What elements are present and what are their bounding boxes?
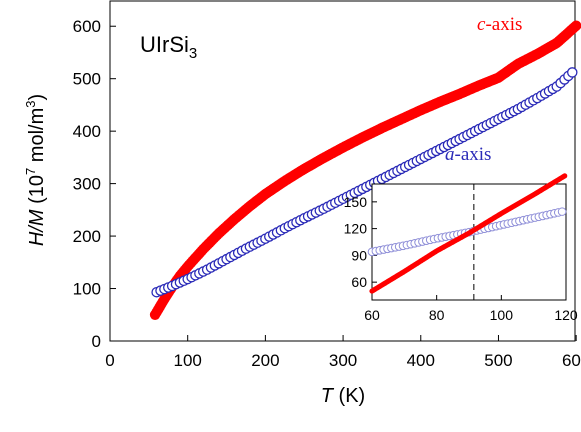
plot-frame [109,0,576,342]
y-tick-label: 600 [73,17,101,36]
c-axis-label-var: c [477,14,486,35]
y-tick-label: 400 [73,122,101,141]
c-axis-label: c-axis [477,14,522,35]
y-tick-label: 300 [73,175,101,194]
x-tick-label: 200 [251,351,279,370]
y-axis-var: H/M [26,209,48,246]
y-tick-label: 100 [73,280,101,299]
x-tick-label: 0 [105,351,114,370]
inset-plot: 60 90 120 150 60 80 100 120 [344,173,578,323]
y-axis-exp: 7 [23,168,38,175]
c-axis-point [570,20,581,31]
inset-c-axis-point [562,173,568,179]
inset-y-tick-label: 90 [351,247,367,263]
a-axis-point [567,67,578,78]
inset-x-tick-label: 100 [490,307,514,323]
x-axis-var: T [321,385,335,407]
x-tick-label: 600 [562,351,581,370]
x-tick-label: 400 [407,351,435,370]
inset-y-tick-label: 120 [344,221,368,237]
x-tick-label: 100 [174,351,202,370]
x-tick-label: 300 [329,351,357,370]
compound-base: UIrSi [140,32,189,57]
inset-x-tick-label: 80 [429,307,445,323]
y-axis-unit: (10 [26,175,48,209]
y-tick-label: 200 [73,227,101,246]
a-axis-label: a-axis [445,144,491,165]
inset-a-axis-point [557,207,567,216]
y-tick-label: 500 [73,70,101,89]
x-tick-label: 500 [484,351,512,370]
x-axis-unit: (K) [333,385,365,407]
inset-x-tick-label: 120 [554,307,578,323]
inset-x-tick-label: 60 [364,307,380,323]
a-axis-label-rest: -axis [455,144,492,165]
compound-label: UIrSi3 [140,32,197,62]
c-axis-label-rest: -axis [485,14,522,35]
y-axis-exp: 3 [23,101,38,108]
y-axis-unit: ) [26,94,48,101]
y-tick-label: 0 [92,332,101,351]
x-axis-label: T (K) [321,385,365,407]
main-plot: 0 100 200 300 400 500 600 0 100 200 300 400 500 600 T … [23,0,581,407]
a-axis-label-var: a [445,144,455,165]
inset-y-tick-label: 150 [344,194,368,210]
y-axis-unit: mol/m [26,108,48,168]
compound-subscript: 3 [189,45,197,62]
inset-y-tick-label: 60 [351,274,367,290]
y-axis-label: H/M (107 mol/m3) [23,94,48,246]
